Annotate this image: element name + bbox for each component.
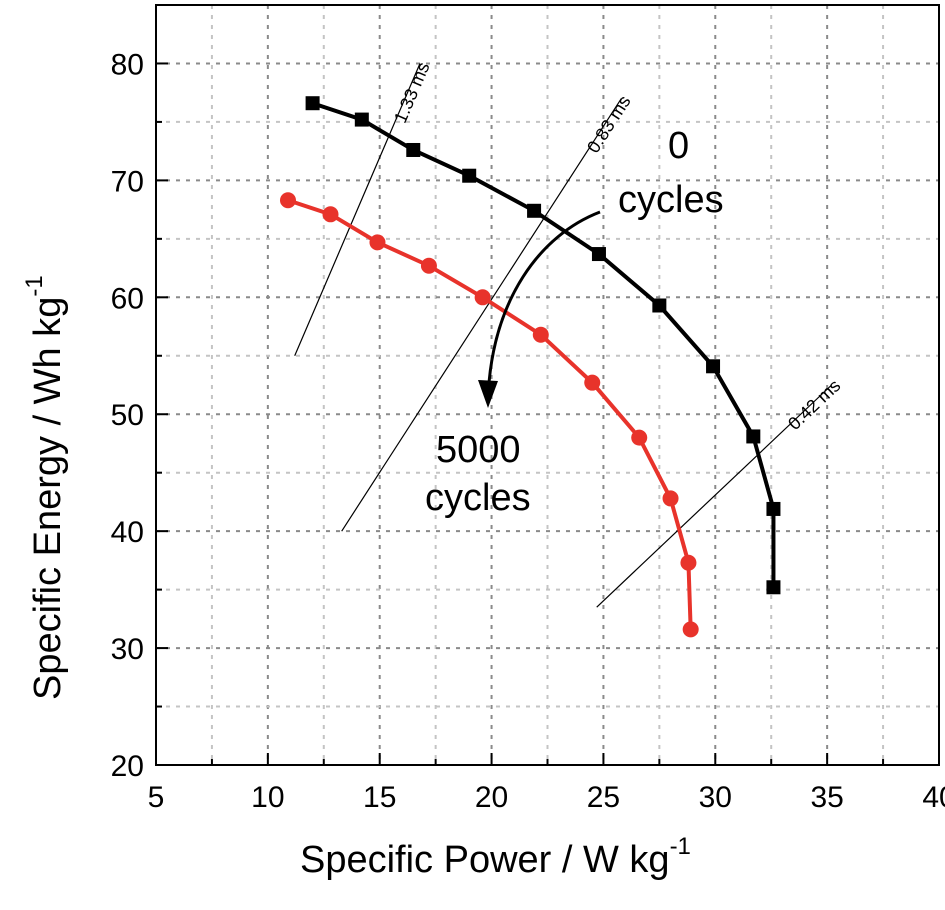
x-tick-label: 20 (475, 781, 508, 814)
time-line-label: 0.83 ms (583, 92, 635, 157)
data-point (369, 234, 386, 251)
axis-ticks (155, 62, 940, 766)
x-tick-label: 40 (922, 781, 945, 814)
y-tick-label: 70 (111, 165, 144, 198)
data-point (462, 168, 477, 183)
time-line (341, 98, 622, 532)
annotation-5000: 5000 (436, 429, 521, 471)
data-point (527, 203, 542, 218)
data-point (631, 429, 648, 446)
time-line-label: 1.33 ms (390, 59, 434, 126)
cycle-arrow (486, 210, 601, 399)
data-point (662, 490, 679, 507)
y-tick-label: 40 (111, 516, 144, 549)
data-point (322, 206, 339, 223)
time-line (596, 384, 833, 608)
data-point (279, 192, 296, 209)
data-point (406, 142, 421, 157)
annotation-cycles-bottom: cycles (425, 477, 531, 519)
data-point (591, 247, 606, 262)
arrow-head-icon (478, 380, 498, 408)
y-tick-label: 30 (111, 633, 144, 666)
grid (156, 5, 939, 765)
data-point (420, 257, 437, 274)
x-tick-label: 15 (363, 781, 396, 814)
y-tick-label: 20 (111, 750, 144, 783)
data-point (532, 326, 549, 343)
y-tick-label: 80 (111, 48, 144, 81)
data-point (474, 289, 491, 306)
data-point (706, 359, 721, 374)
x-axis-title: Specific Power / W kg-1 (300, 833, 691, 881)
data-point (766, 580, 781, 595)
y-axis-title: Specific Energy / Wh kg-1 (21, 275, 69, 700)
time-constant-lines: 1.33 ms 0.83 ms 0.42 ms (294, 59, 844, 608)
data-point (584, 374, 601, 391)
data-point (766, 501, 781, 516)
time-line-label: 0.42 ms (784, 375, 844, 434)
data-point (680, 554, 697, 571)
y-tick-label: 50 (111, 399, 144, 432)
x-tick-label: 30 (699, 781, 732, 814)
x-tick-label: 10 (251, 781, 284, 814)
x-tick-label: 25 (587, 781, 620, 814)
x-tick-label: 35 (810, 781, 843, 814)
data-point (305, 96, 320, 111)
data-point (652, 298, 667, 313)
y-tick-label: 60 (111, 282, 144, 315)
data-point (682, 621, 699, 638)
annotation-cycles-top: cycles (618, 179, 724, 221)
x-tick-label: 5 (148, 781, 165, 814)
annotation-0: 0 (668, 125, 689, 167)
time-line (294, 63, 421, 357)
data-point (354, 112, 369, 127)
series-line (311, 101, 776, 588)
data-series (279, 96, 781, 638)
tick-labels: 5 10 15 20 25 30 35 40 20 30 40 50 60 70 80 (111, 48, 945, 814)
data-point (746, 429, 761, 444)
